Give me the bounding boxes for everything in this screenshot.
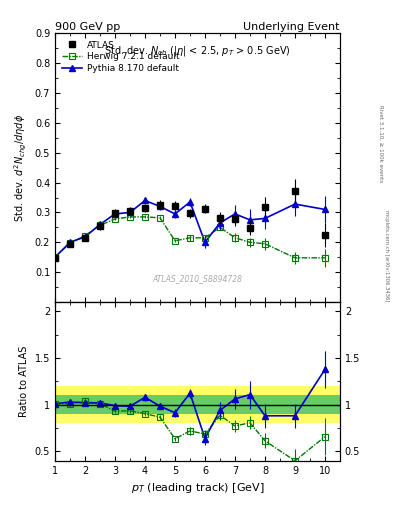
Text: Std. dev. $N_{ch}$ ($|\eta|$ < 2.5, $p_T$ > 0.5 GeV): Std. dev. $N_{ch}$ ($|\eta|$ < 2.5, $p_T… xyxy=(104,44,291,58)
Text: ATLAS_2010_S8894728: ATLAS_2010_S8894728 xyxy=(152,274,242,283)
X-axis label: $p_T$ (leading track) [GeV]: $p_T$ (leading track) [GeV] xyxy=(130,481,264,495)
Y-axis label: Std. dev. $d^2N_{chg}/d\eta d\phi$: Std. dev. $d^2N_{chg}/d\eta d\phi$ xyxy=(13,114,29,222)
Text: Rivet 3.1.10, ≥ 100k events: Rivet 3.1.10, ≥ 100k events xyxy=(378,105,383,182)
Legend: ATLAS, Herwig 7.2.1 default, Pythia 8.170 default: ATLAS, Herwig 7.2.1 default, Pythia 8.17… xyxy=(59,38,182,76)
Text: Underlying Event: Underlying Event xyxy=(243,22,340,32)
Y-axis label: Ratio to ATLAS: Ratio to ATLAS xyxy=(19,346,29,417)
Text: mcplots.cern.ch [arXiv:1306.3436]: mcplots.cern.ch [arXiv:1306.3436] xyxy=(384,210,389,302)
Text: 900 GeV pp: 900 GeV pp xyxy=(55,22,120,32)
